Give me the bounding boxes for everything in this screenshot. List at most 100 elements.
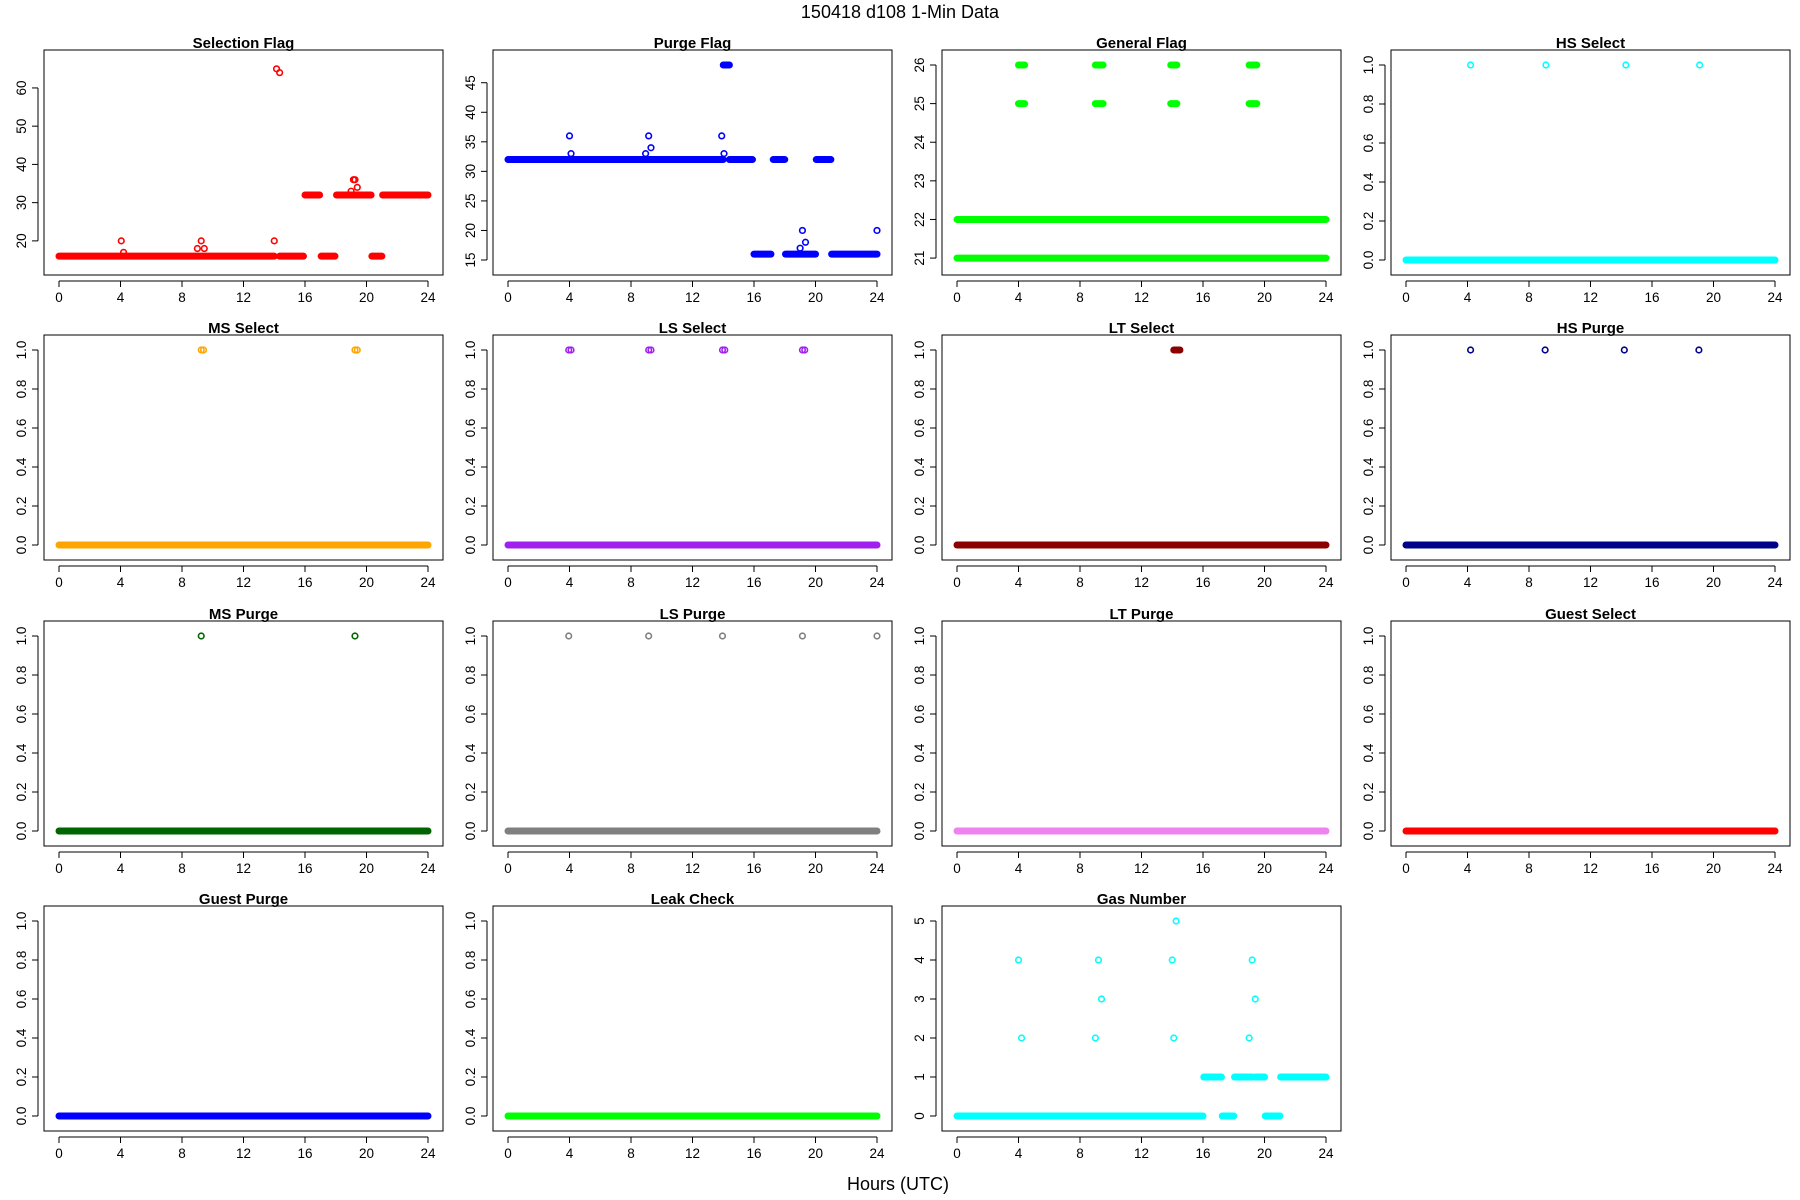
x-tick-label: 24: [869, 575, 885, 590]
x-tick-label: 8: [1525, 575, 1533, 590]
x-tick-label: 4: [566, 575, 574, 590]
y-tick-label: 1.0: [912, 627, 927, 646]
data-point: [645, 632, 653, 640]
x-tick-label: 0: [504, 575, 512, 590]
x-tick-label: 0: [953, 290, 961, 305]
y-tick-label: 0.2: [463, 497, 478, 516]
figure-title: 150418 d108 1-Min Data: [801, 2, 1000, 22]
chart-panel: MS Purge 0 4 8 12 16 20 24 0.0 0.2 0.4 0.6 0.8 1.0: [14, 606, 444, 876]
data-point: [647, 346, 655, 354]
chart-panel: LS Purge 0 4 8 12 16 20 24 0.0 0.2 0.4 0.6 0.8 1.0: [463, 606, 893, 876]
y-tick-label: 1.0: [14, 627, 29, 646]
x-tick-label: 20: [1257, 290, 1272, 305]
data-point: [276, 69, 284, 77]
x-tick-label: 24: [420, 861, 436, 876]
x-tick-label: 24: [1318, 1146, 1334, 1161]
data-point: [1248, 956, 1256, 964]
y-tick-label: 0.6: [463, 705, 478, 724]
chart-panel: Selection Flag 0 4 8 12 16 20 24 20 30 40 50 60: [14, 35, 444, 305]
data-point: [1170, 1034, 1178, 1042]
y-tick-label: 26: [912, 57, 927, 72]
plot-frame: [941, 620, 1342, 847]
panel-title: LS Select: [659, 320, 727, 337]
y-tick-label: 20: [14, 233, 29, 248]
y-tick-label: 0.8: [463, 380, 478, 399]
x-tick-label: 12: [1583, 861, 1598, 876]
plot-frame: [43, 49, 444, 276]
y-tick-label: 0.0: [912, 536, 927, 555]
data-point: [801, 238, 810, 246]
x-tick-label: 24: [1318, 575, 1334, 590]
data-point: [1695, 346, 1703, 354]
y-tick-label: 60: [14, 80, 29, 95]
x-tick-label: 8: [178, 290, 186, 305]
x-tick-label: 8: [1076, 1146, 1084, 1161]
y-tick-label: 2: [912, 1034, 927, 1042]
data-point: [200, 244, 208, 253]
y-tick-label: 25: [912, 96, 927, 111]
plot-frame: [492, 49, 893, 276]
x-tick-label: 12: [1583, 575, 1598, 590]
y-tick-label: 0.0: [1361, 536, 1376, 555]
y-tick-label: 0.6: [1361, 419, 1376, 438]
y-tick-label: 15: [463, 252, 478, 267]
data-point: [798, 632, 807, 640]
data-point: [353, 346, 361, 354]
x-tick-label: 4: [566, 1146, 574, 1161]
x-tick-label: 4: [117, 1146, 125, 1161]
y-tick-label: 0.4: [1361, 743, 1376, 762]
y-tick-label: 20: [463, 223, 478, 238]
x-tick-label: 12: [685, 861, 700, 876]
data-point: [721, 346, 729, 354]
y-tick-label: 0.4: [1361, 172, 1376, 191]
x-tick-label: 4: [1015, 575, 1023, 590]
data-point: [873, 226, 881, 235]
data-point: [645, 346, 653, 354]
x-tick-label: 0: [55, 575, 63, 590]
x-tick-label: 12: [1134, 861, 1149, 876]
x-tick-label: 4: [1015, 1146, 1023, 1161]
y-tick-label: 0.6: [1361, 705, 1376, 724]
panel-title: MS Purge: [209, 606, 278, 623]
x-tick-label: 20: [808, 290, 823, 305]
data-point: [351, 632, 359, 640]
data-point: [801, 346, 809, 354]
chart-panel: Leak Check 0 4 8 12 16 20 24 0.0 0.2 0.4 0.6 0.8 1.0: [463, 891, 893, 1161]
x-tick-label: 16: [297, 290, 312, 305]
panel-title: Gas Number: [1097, 891, 1186, 908]
y-tick-label: 25: [463, 193, 478, 208]
data-point: [796, 244, 804, 252]
x-tick-label: 4: [117, 290, 125, 305]
data-point: [798, 226, 807, 235]
y-tick-label: 0.2: [912, 783, 927, 802]
data-point: [199, 346, 208, 354]
y-tick-label: 4: [912, 956, 927, 964]
x-tick-label: 0: [1402, 575, 1410, 590]
y-tick-label: 0.6: [14, 990, 29, 1009]
x-tick-label: 0: [1402, 861, 1410, 876]
y-tick-label: 0.0: [463, 822, 478, 841]
x-tick-label: 0: [504, 290, 512, 305]
x-tick-label: 20: [359, 861, 374, 876]
y-tick-label: 0.6: [463, 419, 478, 438]
y-tick-label: 0.2: [463, 783, 478, 802]
x-tick-label: 24: [420, 1146, 436, 1161]
y-tick-label: 50: [14, 119, 29, 134]
x-tick-label: 16: [1195, 861, 1210, 876]
y-tick-label: 0.8: [463, 951, 478, 970]
panel-title: Leak Check: [651, 891, 735, 908]
y-tick-label: 35: [463, 134, 478, 149]
y-tick-label: 0.0: [1361, 822, 1376, 841]
x-tick-label: 0: [1402, 290, 1410, 305]
x-tick-label: 12: [685, 575, 700, 590]
y-tick-label: 0.2: [1361, 783, 1376, 802]
data-point: [1466, 346, 1475, 354]
panel-title: Guest Purge: [199, 891, 288, 908]
x-tick-label: 4: [1464, 861, 1472, 876]
data-point: [567, 346, 575, 354]
x-tick-label: 20: [808, 1146, 823, 1161]
y-tick-label: 0.0: [14, 1107, 29, 1126]
y-tick-label: 0.4: [14, 457, 29, 476]
data-point: [119, 248, 128, 256]
